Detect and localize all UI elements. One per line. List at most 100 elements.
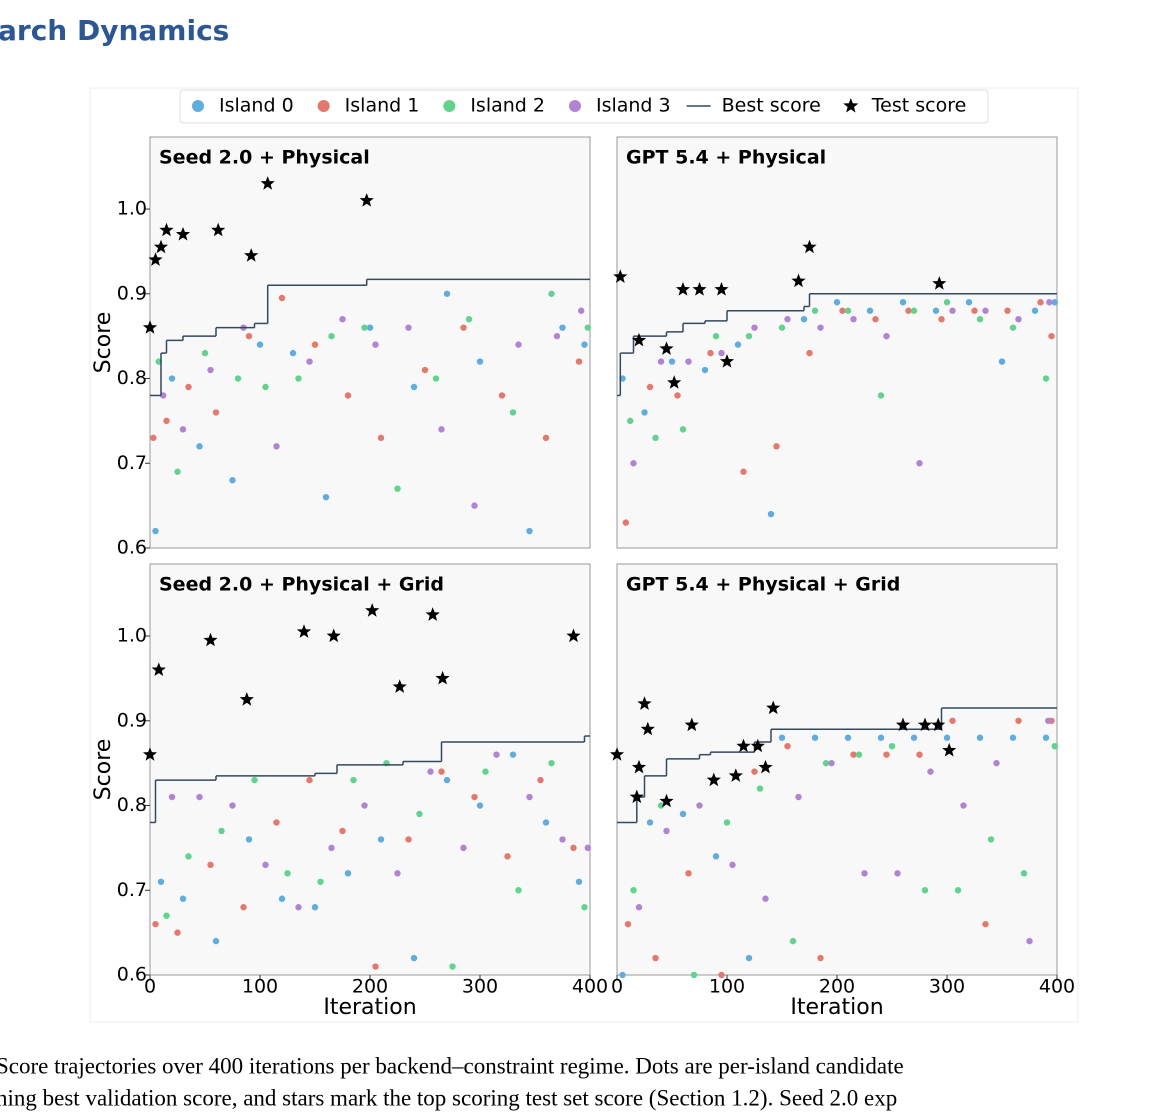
y-tick-label: 0.9 [117,282,147,304]
island-dot [537,776,544,784]
island-dot [427,768,434,775]
island-dot [465,315,473,323]
island-dot [509,751,517,758]
island-dot [872,315,879,323]
y-tick-label: 0.7 [117,452,147,474]
island-dot [844,734,852,741]
island-dot [366,324,374,331]
test-score-star [791,273,806,288]
y-tick-label: 1.0 [117,625,147,647]
test-score-star [566,628,581,643]
island-dot [657,802,665,809]
legend-dot [192,100,204,112]
island-dot [278,294,286,302]
test-score-star [203,632,218,647]
island-dot [212,409,220,416]
island-dot [1004,307,1011,314]
island-dot [817,324,824,331]
island-dot [581,341,588,348]
island-dot [339,827,346,835]
island-dot [806,349,813,357]
test-score-star [629,789,644,804]
island-dot [218,827,225,835]
island-dot [548,759,555,767]
island-dot [784,315,791,323]
island-dot [196,793,203,801]
island-dot [619,971,626,979]
island-dot [578,307,585,314]
island-dot [504,853,511,860]
test-score-star [758,759,773,774]
island-dot [163,417,170,425]
x-tick-label: 100 [242,976,278,998]
island-dot [630,887,637,894]
island-dot [916,460,923,467]
test-score-star [425,607,440,621]
island-dot [229,802,236,809]
island-dot [344,870,352,877]
island-dot [784,742,791,750]
island-dot [756,785,764,792]
legend-label: Island 2 [470,95,545,117]
island-dot [641,409,648,416]
island-dot [443,776,451,784]
section-title: arch Dynamics [0,14,229,47]
test-score-star [684,717,699,732]
island-dot [548,290,555,297]
island-dot [685,870,692,877]
island-dot [1015,315,1022,323]
island-dot [559,836,566,843]
legend-label: Best score [722,95,821,117]
island-dot [1009,734,1017,741]
test-score-star [296,624,312,638]
island-dot [668,358,676,365]
island-dot [1048,332,1055,340]
island-dot [729,861,736,869]
island-dot [394,485,401,492]
island-dot [679,810,687,818]
island-dot [932,307,940,314]
island-dot [701,366,709,374]
island-dot [438,426,445,433]
island-dot [723,819,731,826]
island-dot [201,349,209,357]
y-tick-label: 1.0 [117,198,147,220]
x-tick-label: 0 [611,976,623,998]
island-dot [372,341,379,348]
island-dot [696,802,703,809]
island-dot [894,870,901,877]
island-dot [584,324,591,331]
test-score-star [631,759,647,774]
island-dot [350,776,357,784]
island-dot [526,527,533,535]
island-dot [493,751,500,758]
island-dot [295,904,302,911]
island-dot [306,358,313,365]
island-dot [377,434,385,442]
test-score-star [736,738,751,753]
island-dot [432,375,440,382]
island-dot [883,332,890,340]
island-dot [627,417,634,425]
island-dot [471,793,478,801]
island-dot [1020,870,1028,877]
island-dot [1042,734,1050,741]
island-dot [306,776,313,784]
test-score-star [692,282,707,296]
island-dot [256,341,264,348]
island-dot [251,776,258,784]
island-dot [498,392,506,399]
island-dot [773,443,780,450]
island-dot [938,315,945,323]
x-axis-label: Iteration [790,995,883,1020]
island-dot [1046,299,1053,306]
island-dot [570,844,577,852]
island-dot [943,734,951,741]
legend-dot [317,100,330,112]
island-dot [943,299,951,306]
island-dot [850,751,857,758]
island-dot [740,468,747,475]
island-dot [273,819,280,826]
island-dot [311,341,319,348]
